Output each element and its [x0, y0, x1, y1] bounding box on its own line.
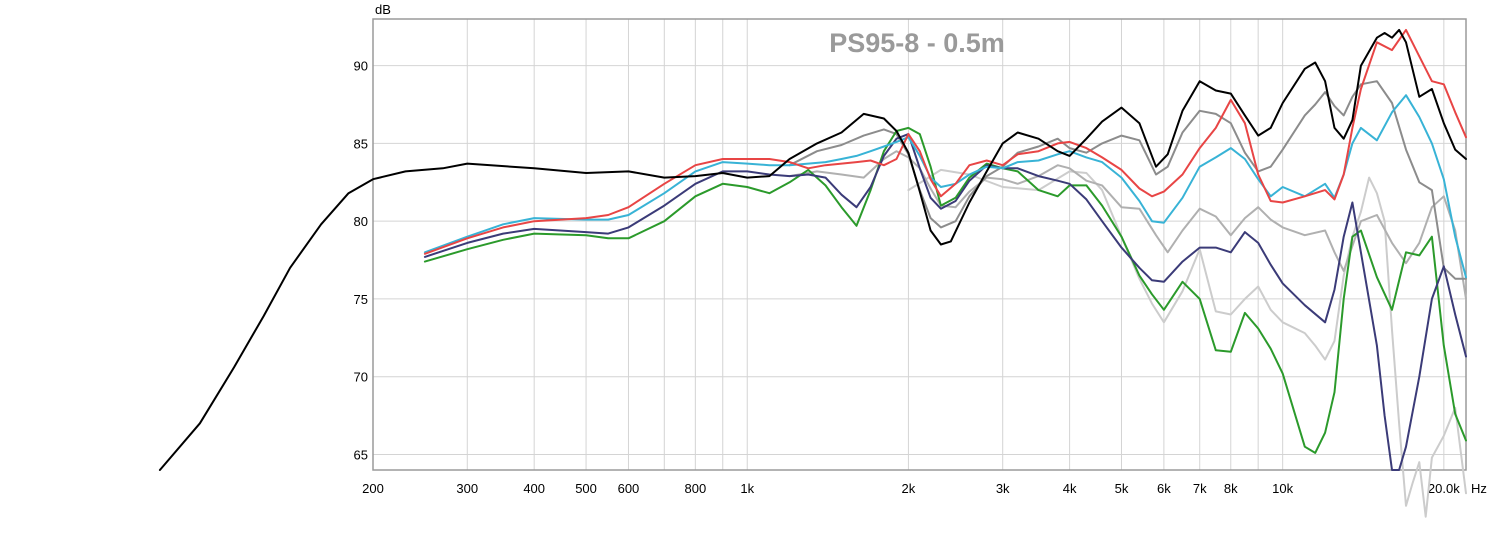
x-tick-label: 400: [523, 481, 545, 496]
series-layer: [158, 28, 1467, 518]
x-tick-label: 4k: [1063, 481, 1077, 496]
x-tick-label: 300: [456, 481, 478, 496]
plot-frame: [372, 18, 1467, 471]
x-tick-label: 10k: [1272, 481, 1293, 496]
y-tick-label: 65: [354, 447, 368, 462]
y-tick-label: 85: [354, 136, 368, 151]
y-axis-unit-label: dB: [375, 2, 391, 17]
x-axis-ticks: 200 300 400 500 600 800 1k 2k 3k 4k 5k 6k 7k 8k 10k 20.…: [362, 481, 1460, 496]
y-axis-ticks: 65 70 75 80 85 90: [354, 59, 368, 463]
series-line: [423, 133, 1467, 471]
x-tick-label: 7k: [1193, 481, 1207, 496]
x-tick-label: 20.0k: [1428, 481, 1460, 496]
x-tick-label: 3k: [996, 481, 1010, 496]
series-line: [907, 168, 1467, 518]
y-tick-label: 75: [354, 292, 368, 307]
series-line: [423, 94, 1467, 279]
series-line: [423, 126, 1467, 454]
x-tick-label: 600: [618, 481, 640, 496]
x-tick-label: 800: [685, 481, 707, 496]
series-line: [788, 80, 1467, 280]
y-tick-label: 70: [354, 370, 368, 385]
x-tick-label: 8k: [1224, 481, 1238, 496]
x-tick-label: 1k: [740, 481, 754, 496]
x-tick-label: 200: [362, 481, 384, 496]
chart-title: PS95-8 - 0.5m: [829, 28, 1005, 58]
x-axis-unit-label: Hz: [1471, 481, 1487, 496]
series-line: [158, 28, 1467, 471]
grid-lines: [373, 19, 1466, 470]
x-tick-label: 2k: [902, 481, 916, 496]
x-tick-label: 500: [575, 481, 597, 496]
series-line: [788, 150, 1467, 300]
y-tick-label: 90: [354, 59, 368, 74]
x-tick-label: 5k: [1115, 481, 1129, 496]
y-tick-label: 80: [354, 214, 368, 229]
series-line: [423, 28, 1467, 255]
x-tick-label: 6k: [1157, 481, 1171, 496]
